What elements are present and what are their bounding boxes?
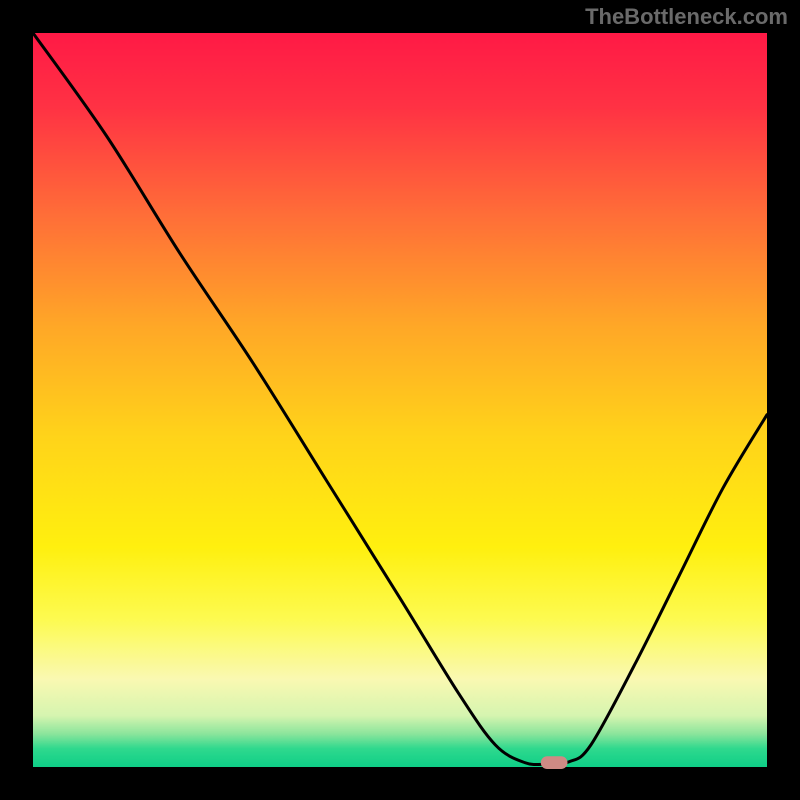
source-watermark: TheBottleneck.com xyxy=(585,4,788,30)
chart-stage: TheBottleneck.com xyxy=(0,0,800,800)
gradient-plot-canvas xyxy=(33,33,767,767)
